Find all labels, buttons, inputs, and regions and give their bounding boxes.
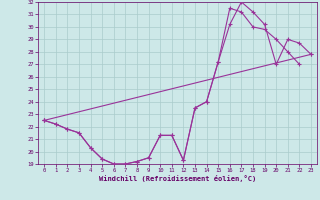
X-axis label: Windchill (Refroidissement éolien,°C): Windchill (Refroidissement éolien,°C): [99, 175, 256, 182]
